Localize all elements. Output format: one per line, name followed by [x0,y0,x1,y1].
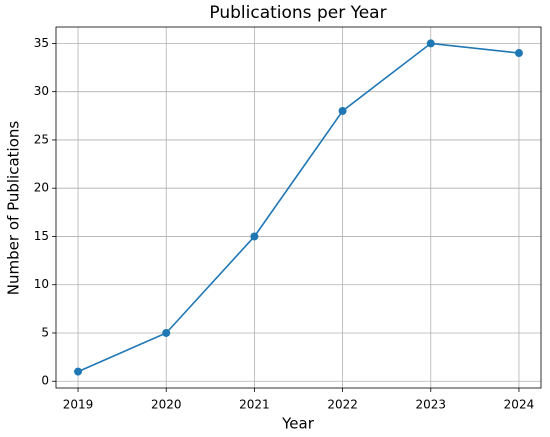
y-tick-label: 15 [34,229,49,243]
x-tick-label: 2021 [239,398,270,412]
plot-frame [55,26,542,389]
x-tick-label: 2020 [151,398,182,412]
y-tick-label: 5 [41,325,49,339]
x-tick-label: 2019 [63,398,94,412]
data-point [426,39,435,48]
data-line [77,42,520,373]
x-tick-label: 2023 [415,398,446,412]
y-tick-label: 30 [34,84,49,98]
y-tick-label: 20 [34,181,49,195]
chart-title: Publications per Year [209,3,386,23]
data-point [250,232,259,241]
y-tick-label: 35 [34,36,49,50]
x-tick-label: 2024 [504,398,535,412]
y-tick-label: 0 [41,374,49,388]
y-tick-label: 10 [34,277,49,291]
x-axis-label: Year [281,415,315,433]
data-point [338,106,347,115]
data-point [74,367,83,376]
data-point [162,328,171,337]
data-point [514,49,523,58]
y-tick-label: 25 [34,132,49,146]
x-tick-label: 2022 [327,398,358,412]
y-axis-label: Number of Publications [5,121,23,296]
